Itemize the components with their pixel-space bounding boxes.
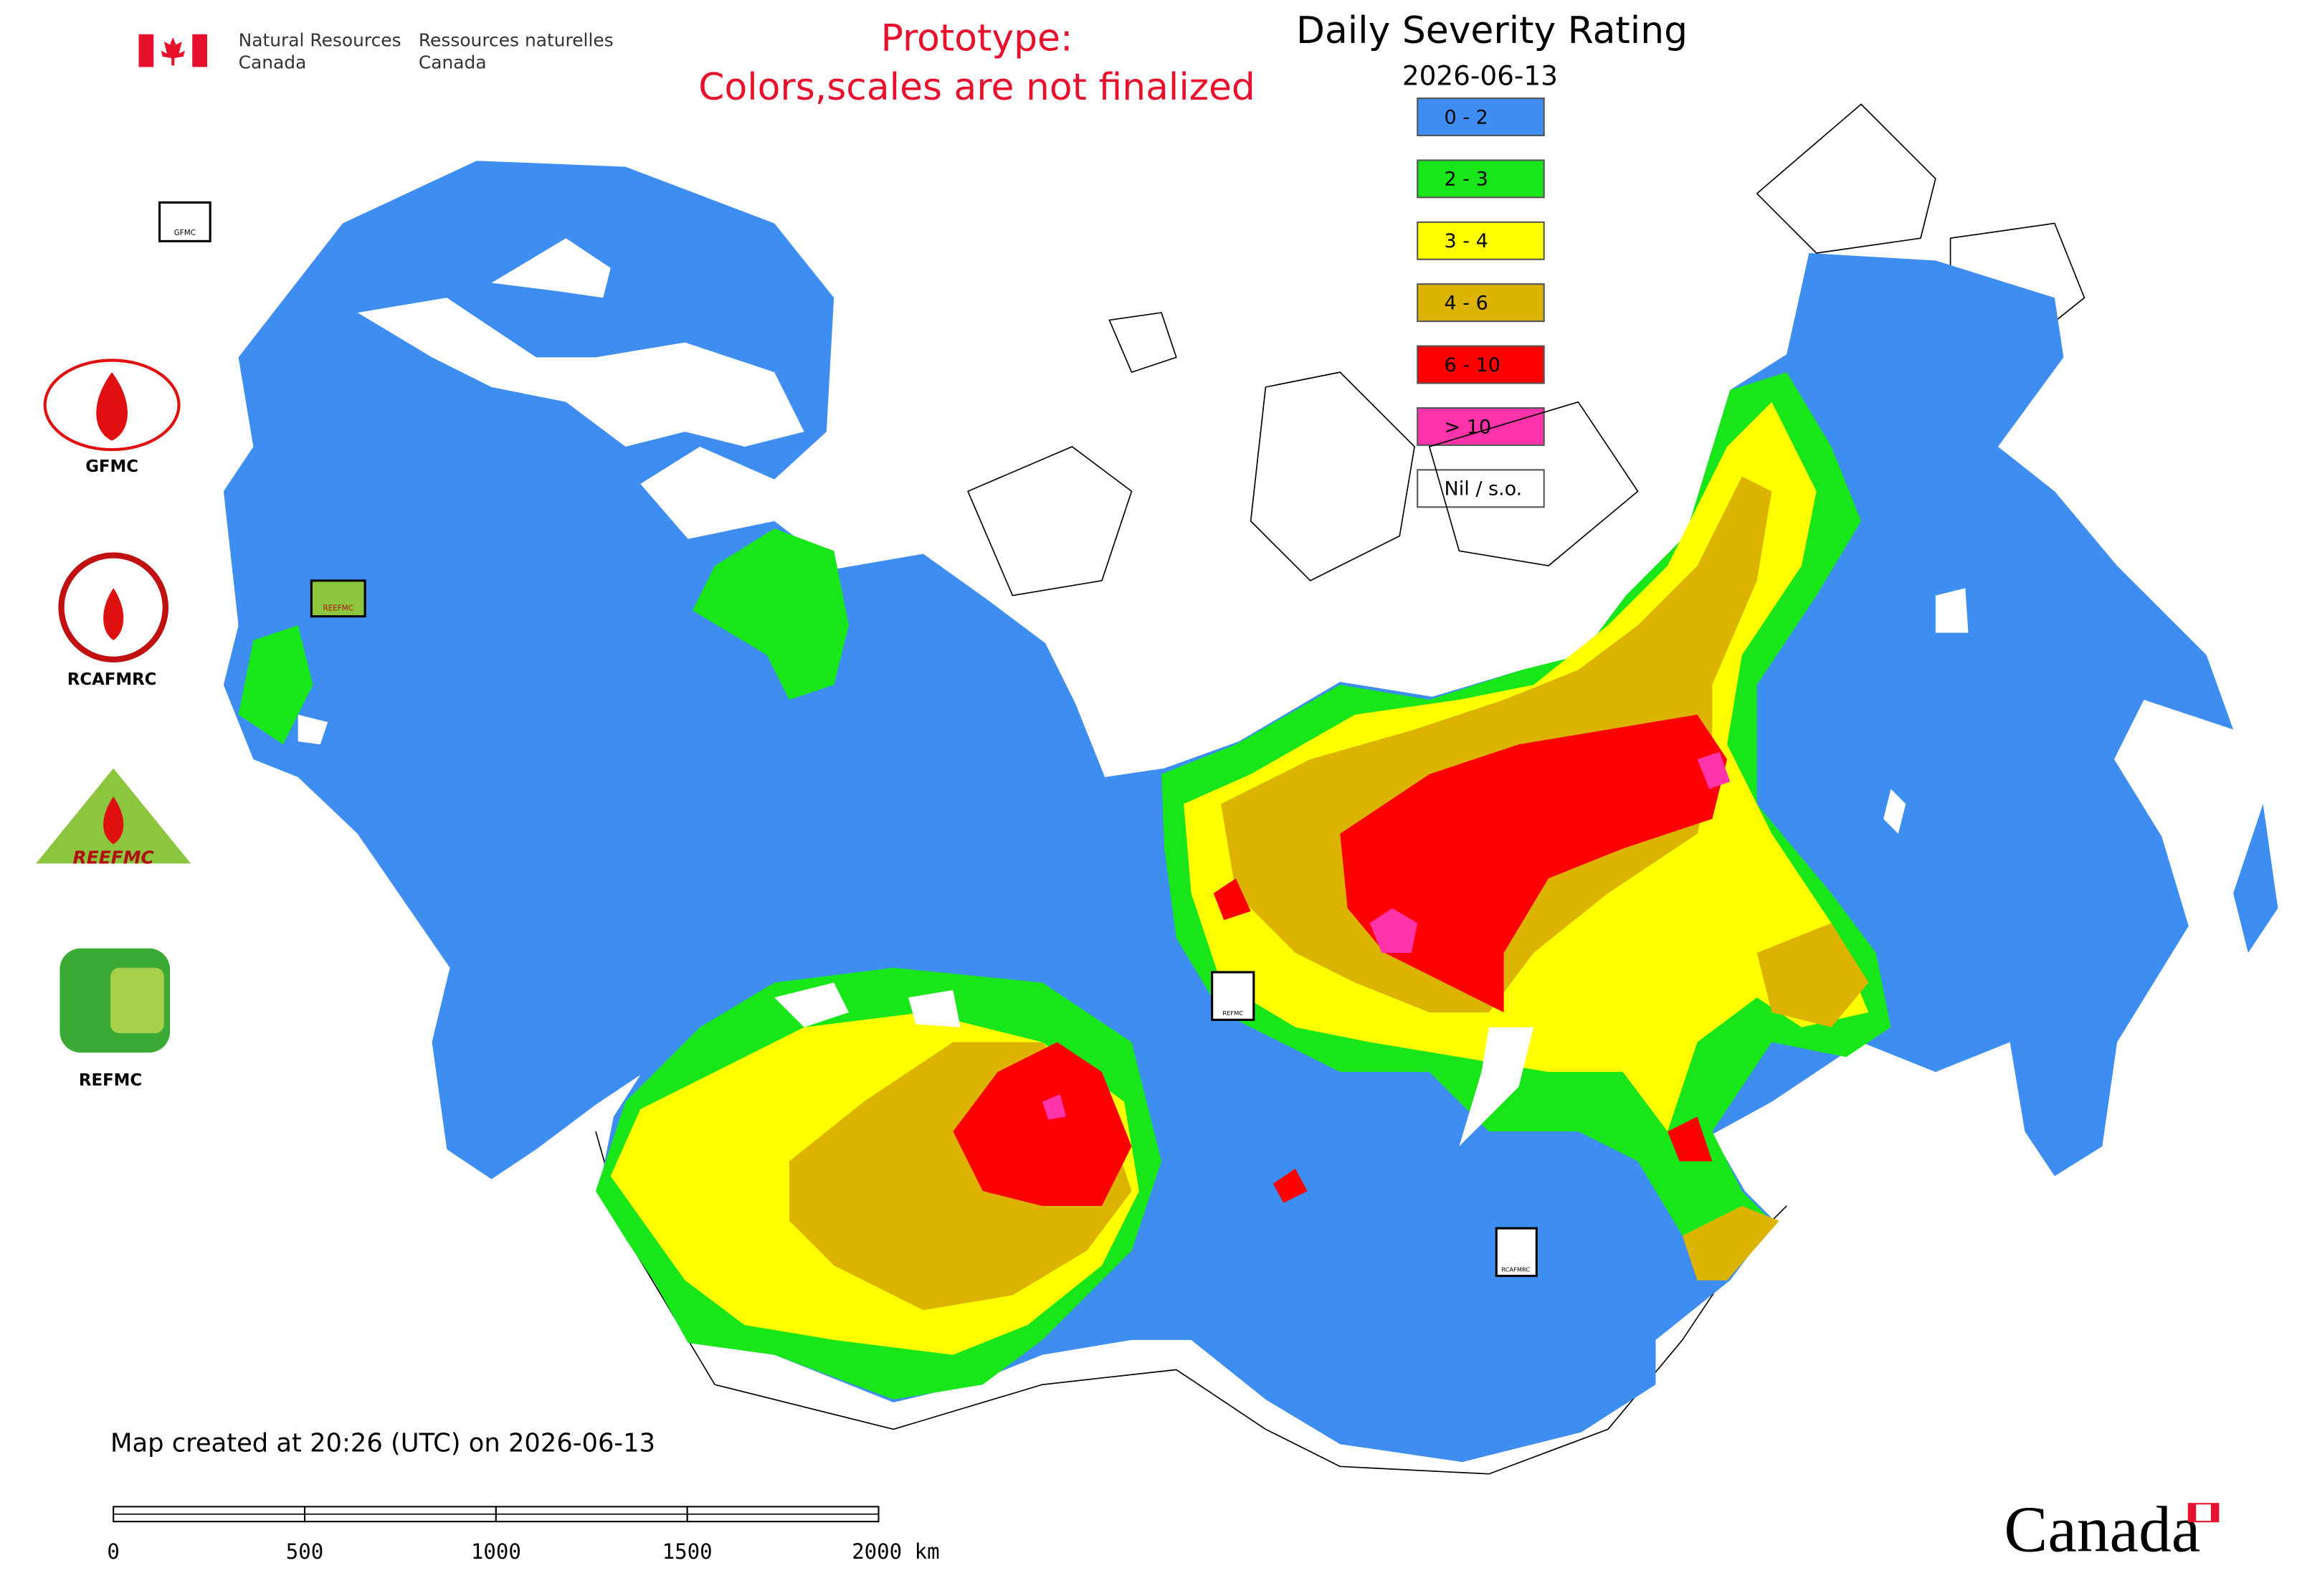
rcafmrc-flame (103, 588, 124, 640)
logo-label: REEFMC (73, 847, 155, 868)
marker-label: GFMC (174, 229, 196, 237)
wordmark-flag (2188, 1504, 2197, 1522)
rating-area (1042, 751, 1731, 1120)
scale-label: 1500 (662, 1539, 713, 1564)
reefmc-flame (103, 796, 124, 845)
flag-bar (138, 34, 154, 67)
land-outline (595, 1131, 1787, 1475)
map-marker (1495, 1227, 1538, 1278)
header: Natural Resources Canada Ressources natu… (138, 29, 614, 73)
department-en: Natural Resources (239, 29, 401, 50)
notice: Prototype: (881, 17, 1073, 60)
gfmc-logo (43, 358, 181, 452)
gfmc-flame (96, 372, 128, 441)
map (223, 103, 2278, 1475)
legend-swatch (1417, 159, 1545, 199)
department-fr: Canada (419, 52, 487, 73)
scale-bar: 0 500 1000 1500 2000 km (107, 1506, 940, 1564)
legend-swatch (1417, 407, 1545, 446)
legend-swatch (1417, 345, 1545, 384)
legend-label: 4 - 6 (1445, 292, 1488, 314)
notice: Colors,scales are not finalized (698, 66, 1255, 109)
maple-leaf (161, 37, 185, 66)
created-note: Map created at 20:26 (UTC) on 2026-06-13 (110, 1429, 655, 1458)
legend-label: Nil / s.o. (1445, 478, 1523, 500)
rating-area (298, 238, 1969, 1146)
legend-swatch (1417, 98, 1545, 136)
map-marker (310, 579, 366, 618)
rating-area (1213, 714, 1728, 1203)
logo-label: GFMC (85, 457, 138, 476)
wordmark-flag (2210, 1504, 2219, 1522)
marker-label: RCAFMRC (1501, 1265, 1530, 1273)
scale-label: 500 (286, 1539, 324, 1564)
logo-label: REFMC (79, 1071, 142, 1090)
rating-area (953, 1042, 1132, 1206)
legend-label: 2 - 3 (1445, 168, 1488, 191)
legend-swatch (1417, 469, 1545, 508)
legend-title: Daily Severity Rating (1296, 9, 1688, 52)
flag-bar (192, 34, 208, 67)
scale-label: 2000 km (852, 1539, 939, 1564)
land-outline (967, 103, 2085, 597)
scale-label: 1000 (471, 1539, 521, 1564)
legend-label: 3 - 4 (1445, 230, 1488, 252)
map-marker (1211, 971, 1255, 1021)
map-marker (158, 201, 211, 242)
legend-label: 6 - 10 (1445, 354, 1500, 376)
legend-date: 2026-06-13 (1402, 60, 1558, 91)
canada-wordmark: Canada (2004, 1493, 2200, 1566)
legend-swatch (1417, 221, 1545, 260)
department-fr: Ressources naturelles (419, 29, 614, 50)
logos: GFMC RCAFMRC REEFMC REFMC GFMC REEFMC RE… (36, 201, 1538, 1278)
department-en: Canada (239, 52, 307, 73)
marker-label: REFMC (1222, 1010, 1243, 1017)
marker-label: REEFMC (323, 604, 353, 612)
legend-swatch (1417, 283, 1545, 323)
rating-area (238, 528, 849, 745)
scale-label: 0 (107, 1539, 120, 1564)
legend-label: 0 - 2 (1445, 106, 1488, 128)
refmc-logo-part (110, 967, 164, 1034)
logo-label: RCAFMRC (67, 670, 157, 689)
